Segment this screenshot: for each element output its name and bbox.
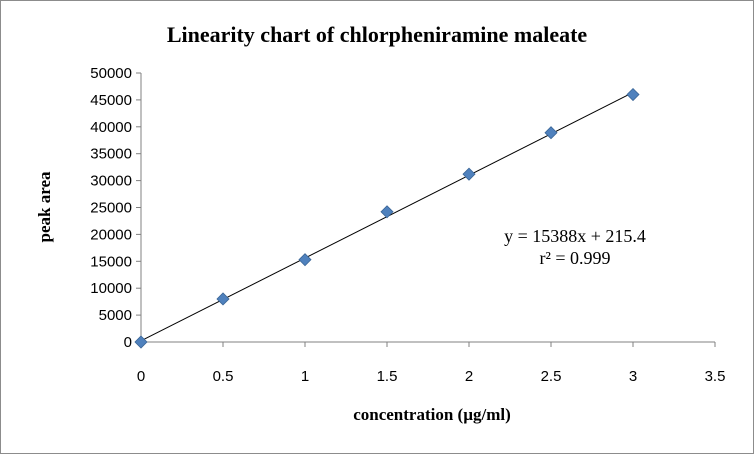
data-point — [216, 292, 230, 306]
x-axis-label: concentration (µg/ml) — [353, 405, 511, 424]
data-point — [298, 253, 312, 267]
data-point — [462, 167, 476, 181]
x-tick-label: 2 — [465, 368, 473, 385]
y-tick-label: 15000 — [90, 253, 132, 270]
x-tick-label: 3 — [629, 368, 637, 385]
x-tick-label: 1 — [301, 368, 309, 385]
x-tick-label: 3.5 — [705, 368, 726, 385]
y-tick-label: 50000 — [90, 65, 132, 82]
y-axis-label: peak area — [35, 171, 54, 242]
data-point — [134, 335, 148, 349]
x-tick-label: 1.5 — [377, 368, 398, 385]
axes-layer: 0 5000 10000 15000 20000 25000 30000 35000 40000… — [90, 65, 725, 385]
equation-annotation: y = 15388x + 215.4 — [504, 226, 646, 246]
y-tick-label: 45000 — [90, 92, 132, 109]
y-tick-label: 0 — [124, 334, 132, 351]
y-tick-label: 20000 — [90, 226, 132, 243]
y-tick-label: 5000 — [99, 307, 132, 324]
r-squared-annotation: r² = 0.999 — [539, 248, 610, 268]
data-points-layer — [134, 87, 640, 349]
x-tick-label: 2.5 — [541, 368, 562, 385]
data-point — [380, 205, 394, 219]
data-point — [626, 87, 640, 102]
x-tick-label: 0 — [137, 368, 145, 385]
y-tick-label: 30000 — [90, 173, 132, 190]
y-tick-label: 40000 — [90, 119, 132, 136]
y-tick-label: 10000 — [90, 280, 132, 297]
x-tick-label: 0.5 — [213, 368, 234, 385]
chart-title: Linearity chart of chlorpheniramine male… — [167, 22, 588, 47]
data-point — [544, 126, 558, 140]
y-tick-label: 25000 — [90, 200, 132, 217]
y-tick-label: 35000 — [90, 146, 132, 163]
